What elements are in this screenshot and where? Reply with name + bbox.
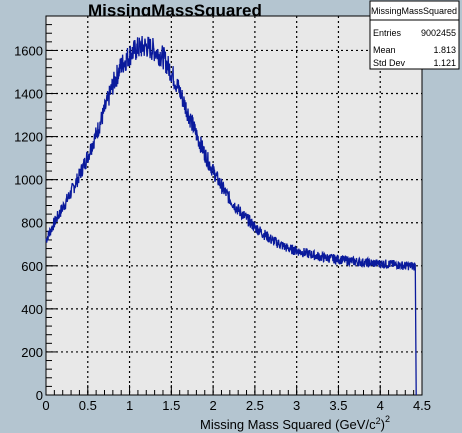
axis-ticks bbox=[45, 15, 423, 396]
stats-mean-value: 1.813 bbox=[433, 45, 456, 55]
series-line bbox=[45, 35, 417, 396]
stats-mean-label: Mean bbox=[373, 45, 396, 55]
x-axis-title-sup1: 2 bbox=[376, 416, 381, 426]
x-tick-label: 2.5 bbox=[246, 398, 264, 413]
x-tick-label: 0 bbox=[42, 398, 49, 413]
x-tick-label: 0.5 bbox=[79, 398, 97, 413]
y-tick-label: 1600 bbox=[14, 43, 43, 58]
y-tick-label: 1200 bbox=[14, 130, 43, 145]
y-tick-label: 800 bbox=[21, 216, 43, 231]
x-axis-title-main: Missing Mass Squared (GeV/c bbox=[200, 417, 376, 432]
x-tick-label: 3.5 bbox=[329, 398, 347, 413]
x-axis-title-sup2: 2 bbox=[385, 414, 390, 424]
x-axis-title-close: ) bbox=[381, 417, 385, 432]
stats-entries-label: Entries bbox=[373, 28, 402, 38]
grid-lines bbox=[46, 16, 422, 395]
x-tick-label: 4 bbox=[377, 398, 384, 413]
x-tick-label: 1.5 bbox=[162, 398, 180, 413]
x-tick-label: 2 bbox=[209, 398, 216, 413]
y-tick-label: 400 bbox=[21, 302, 43, 317]
x-axis-title: Missing Mass Squared (GeV/c2)2 bbox=[200, 414, 390, 432]
stats-stddev-label: Std Dev bbox=[373, 58, 406, 68]
x-tick-label: 1 bbox=[126, 398, 133, 413]
y-tick-label: 200 bbox=[21, 345, 43, 360]
x-tick-label: 4.5 bbox=[413, 398, 431, 413]
y-tick-label: 1000 bbox=[14, 173, 43, 188]
y-tick-label: 600 bbox=[21, 259, 43, 274]
y-tick-label: 0 bbox=[36, 388, 43, 403]
stats-box: MissingMassSquared Entries 9002455 Mean … bbox=[369, 0, 460, 70]
y-tick-labels: 0 200 400 600 800 1000 1200 1400 1600 bbox=[14, 43, 43, 403]
y-tick-label: 1400 bbox=[14, 87, 43, 102]
x-tick-label: 3 bbox=[293, 398, 300, 413]
stats-title: MissingMassSquared bbox=[371, 6, 457, 16]
x-tick-labels: 0 0.5 1 1.5 2 2.5 3 3.5 4 4.5 bbox=[42, 398, 431, 413]
series-group bbox=[45, 35, 417, 396]
chart-title: MissingMassSquared bbox=[88, 1, 262, 20]
stats-entries-value: 9002455 bbox=[421, 28, 456, 38]
stats-stddev-value: 1.121 bbox=[433, 58, 456, 68]
